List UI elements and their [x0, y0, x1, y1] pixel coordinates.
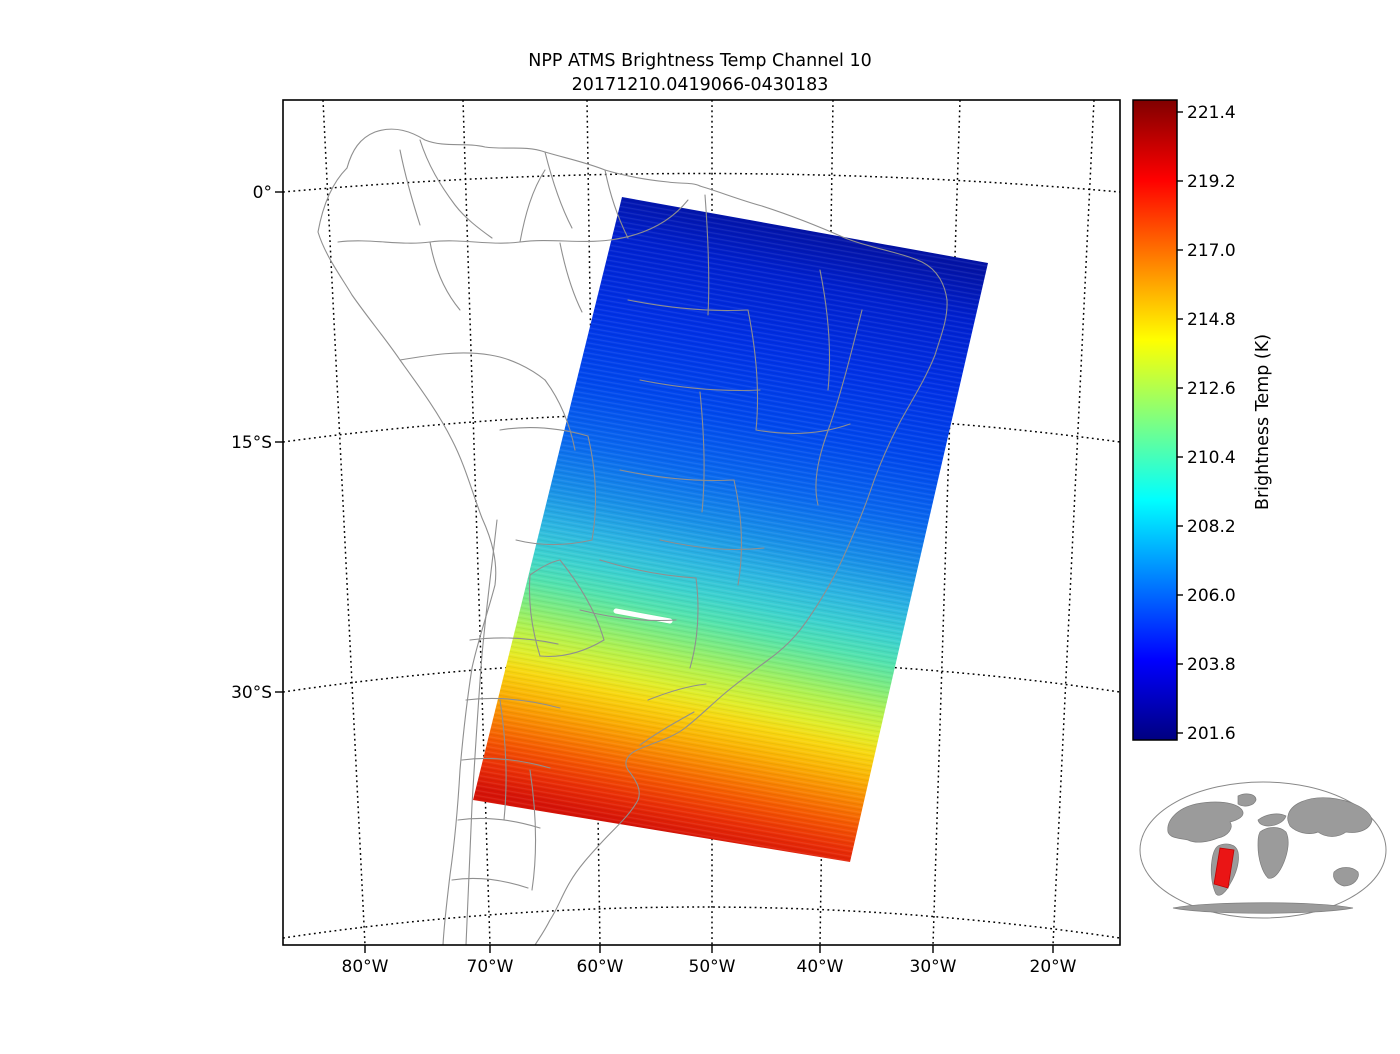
- inset-continents: [1167, 793, 1373, 914]
- title-line-1: NPP ATMS Brightness Temp Channel 10: [528, 51, 872, 71]
- meridian-30W: [932, 100, 961, 945]
- y-tick-label-15s: 15°S: [231, 433, 272, 453]
- y-axis-labels: 0° 15°S 30°S: [231, 183, 272, 703]
- map-panel: 80°W 70°W 60°W 50°W 40°W 30°W 20°W 0° 15…: [231, 99, 1121, 977]
- title-line-2: 20171210.0419066-0430183: [572, 75, 829, 95]
- colorbar-tick-1: 219.2: [1187, 172, 1236, 192]
- swath-scanline-texture: [473, 197, 988, 862]
- colorbar-gradient: [1132, 99, 1178, 741]
- map-frame: [282, 99, 1121, 946]
- colorbar-tick-8: 203.8: [1187, 655, 1236, 675]
- x-tick-label-30w: 30°W: [910, 957, 957, 977]
- colorbar-axis-label: Brightness Temp (K): [1253, 334, 1273, 510]
- colorbar-tick-7: 206.0: [1187, 586, 1236, 606]
- colorbar-tick-3: 214.8: [1187, 310, 1236, 330]
- parallel-45S: [283, 906, 1120, 939]
- x-tick-label-80w: 80°W: [342, 957, 389, 977]
- colorbar-tick-5: 210.4: [1187, 448, 1236, 468]
- y-tick-label-30s: 30°S: [231, 683, 272, 703]
- parallel-0deg: [283, 172, 1120, 193]
- colorbar-ticks: [1177, 111, 1183, 734]
- colorbar: 221.4 219.2 217.0 214.8 212.6 210.4 208.…: [1132, 99, 1273, 744]
- colorbar-tick-2: 217.0: [1187, 241, 1236, 261]
- meridian-80W: [322, 100, 366, 945]
- x-axis-labels: 80°W 70°W 60°W 50°W 40°W 30°W 20°W: [342, 957, 1077, 977]
- y-tick-label-0: 0°: [253, 183, 272, 203]
- x-tick-label-50w: 50°W: [689, 957, 736, 977]
- parallel-15S: [283, 412, 1120, 443]
- colorbar-tick-4: 212.6: [1187, 379, 1236, 399]
- x-tick-label-20w: 20°W: [1030, 957, 1077, 977]
- parallel-30S: [283, 660, 1120, 693]
- inset-swath-footprint: [1213, 847, 1235, 889]
- x-tick-label-70w: 70°W: [467, 957, 514, 977]
- swath-image: [473, 197, 988, 862]
- coastlines-borders: [317, 128, 948, 945]
- x-tick-label-60w: 60°W: [577, 957, 624, 977]
- x-tick-label-40w: 40°W: [797, 957, 844, 977]
- colorbar-tick-6: 208.2: [1187, 517, 1236, 537]
- inset-globe: [1139, 781, 1387, 919]
- meridian-20W: [1052, 100, 1095, 945]
- colorbar-tick-labels: 221.4 219.2 217.0 214.8 212.6 210.4 208.…: [1187, 103, 1236, 744]
- colorbar-tick-9: 201.6: [1187, 724, 1236, 744]
- axis-ticks: [275, 191, 1054, 953]
- colorbar-tick-0: 221.4: [1187, 103, 1236, 123]
- figure-title: NPP ATMS Brightness Temp Channel 10 2017…: [528, 51, 872, 95]
- missing-data-streak: [613, 608, 673, 624]
- meridian-70W: [462, 100, 491, 945]
